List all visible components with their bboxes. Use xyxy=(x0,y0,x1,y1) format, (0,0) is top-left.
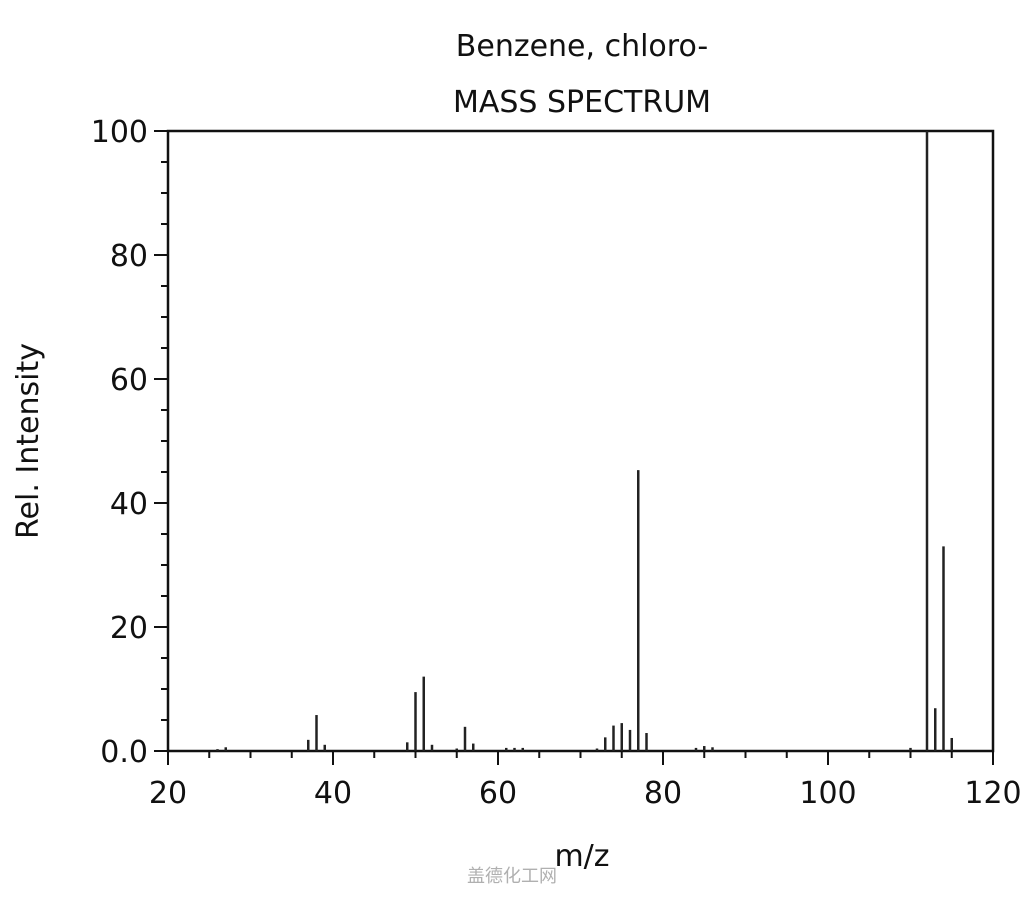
x-axis-ticks: 20 40 60 80 100 120 xyxy=(149,751,1022,811)
x-tick-label: 20 xyxy=(149,776,187,811)
x-tick-label: 60 xyxy=(479,776,517,811)
chart-title: Benzene, chloro- xyxy=(456,29,708,64)
x-tick-label: 100 xyxy=(799,776,856,811)
y-tick-label: 60 xyxy=(110,363,148,398)
y-axis-label: Rel. Intensity xyxy=(11,343,46,539)
x-tick-label: 80 xyxy=(644,776,682,811)
plot-frame xyxy=(166,129,995,753)
y-tick-label: 40 xyxy=(110,487,148,522)
x-tick-label: 120 xyxy=(964,776,1021,811)
y-tick-label: 100 xyxy=(91,115,148,150)
spectrum-peaks xyxy=(216,131,953,751)
chart-subtitle: MASS SPECTRUM xyxy=(453,85,711,120)
x-axis-label: m/z xyxy=(554,839,609,874)
y-tick-label: 0.0 xyxy=(100,735,148,770)
watermark-text: 盖德化工网 xyxy=(467,866,557,887)
minor-ticks xyxy=(161,161,953,758)
y-axis-ticks: 0.0 20 40 60 80 100 xyxy=(91,115,168,770)
y-tick-label: 80 xyxy=(110,239,148,274)
x-tick-label: 40 xyxy=(314,776,352,811)
y-tick-label: 20 xyxy=(110,611,148,646)
